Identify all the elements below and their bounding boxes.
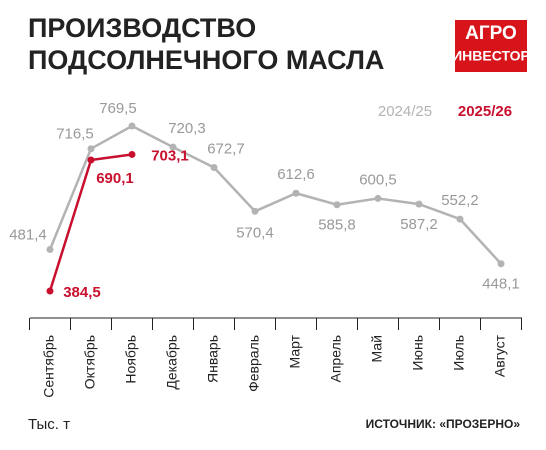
point	[292, 189, 300, 197]
data-label: 612,6	[277, 166, 315, 183]
x-tick-label: Февраль	[246, 335, 262, 392]
source: ИСТОЧНИК: «ПРОЗЕРНО»	[366, 417, 521, 431]
point	[87, 156, 95, 164]
chart-title: ПОДСОЛНЕЧНОГО МАСЛА	[28, 45, 384, 75]
x-tick-label: Март	[287, 334, 303, 368]
point	[46, 287, 54, 295]
point	[415, 200, 423, 208]
data-label: 552,2	[441, 192, 479, 209]
point	[251, 207, 259, 215]
chart-title: ПРОИЗВОДСТВО	[28, 13, 256, 43]
data-label: 448,1	[482, 276, 520, 293]
x-tick-label: Сентябрь	[41, 335, 57, 398]
logo-text: ИНВЕСТОР	[452, 48, 530, 64]
x-tick-label: Апрель	[328, 335, 344, 383]
data-label: 703,1	[151, 147, 189, 164]
x-tick-label: Июнь	[410, 335, 426, 371]
data-label: 716,5	[56, 126, 94, 143]
x-tick-label: Ноябрь	[123, 335, 139, 384]
point	[210, 163, 218, 171]
data-label: 585,8	[318, 217, 356, 234]
point	[128, 122, 136, 130]
data-label: 481,4	[9, 226, 47, 243]
point	[46, 245, 54, 253]
legend-label: 2025/26	[458, 103, 512, 120]
data-label: 600,5	[359, 171, 397, 188]
x-tick-label: Май	[369, 335, 385, 362]
point	[497, 260, 505, 268]
x-tick-label: Август	[492, 334, 508, 377]
x-tick-label: Июль	[451, 335, 467, 371]
data-label: 384,5	[63, 284, 101, 301]
point	[128, 150, 136, 158]
point	[456, 215, 464, 223]
x-tick-label: Январь	[205, 335, 221, 383]
series-line	[48, 124, 502, 265]
point	[87, 145, 95, 153]
point	[374, 194, 382, 202]
data-label: 720,3	[168, 120, 206, 137]
logo	[455, 20, 527, 72]
unit-label: Тыс. т	[28, 416, 70, 433]
x-tick-label: Октябрь	[82, 335, 98, 389]
legend-label: 2024/25	[378, 103, 432, 120]
point	[333, 201, 341, 209]
point	[169, 143, 177, 151]
data-label: 690,1	[96, 170, 134, 187]
data-label: 570,4	[236, 224, 274, 241]
x-tick-label: Декабрь	[164, 335, 180, 390]
data-label: 587,2	[400, 216, 438, 233]
data-label: 672,7	[207, 140, 245, 157]
logo-text: АГРО	[465, 23, 517, 44]
data-label: 769,5	[99, 100, 137, 117]
